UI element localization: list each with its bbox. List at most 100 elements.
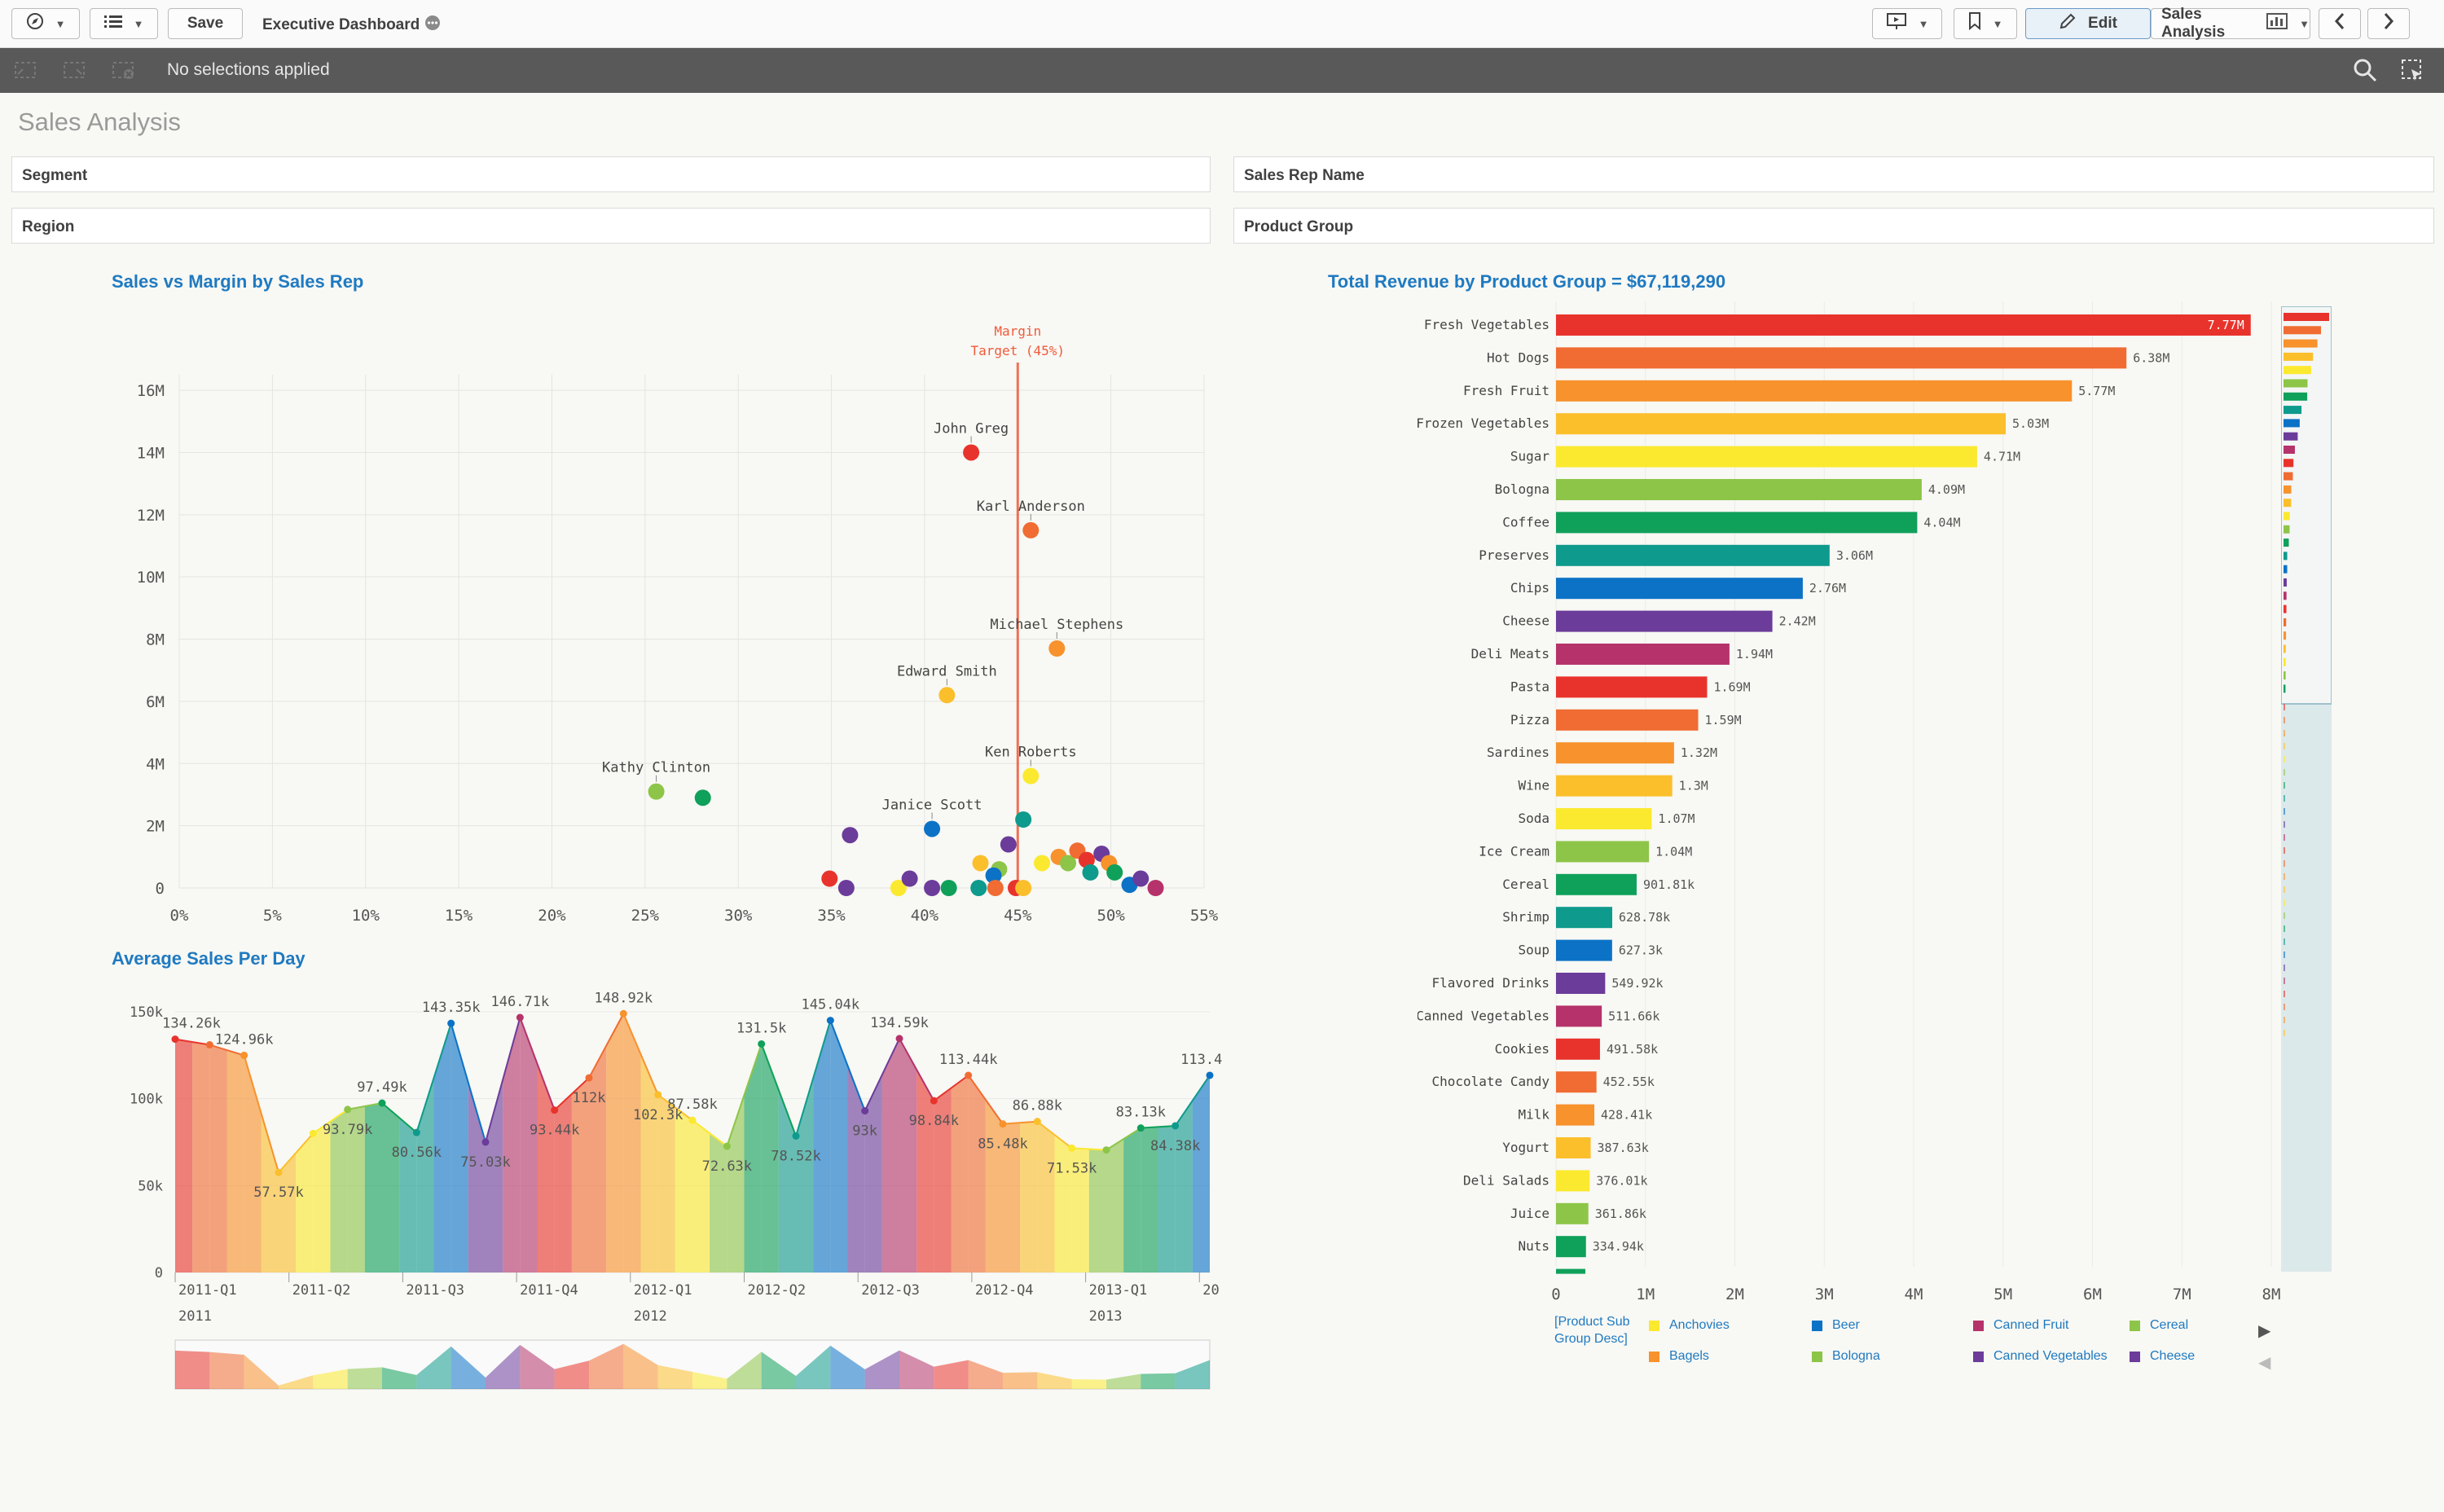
legend-item[interactable]: Cheese: [2130, 1349, 2195, 1364]
sheet-selector-label: Sales Analysis: [2161, 6, 2226, 41]
area-segment: [985, 1099, 1003, 1272]
area-segment: [192, 1042, 210, 1272]
legend-item[interactable]: Bologna: [1812, 1349, 1880, 1364]
scrollbar-bar: [2284, 671, 2286, 680]
bar-value-label: 549.92k: [1611, 976, 1663, 991]
filter-region[interactable]: Region: [11, 208, 1211, 244]
area-point: [1068, 1144, 1076, 1152]
area-segment: [244, 1055, 262, 1272]
navigation-menu-button[interactable]: ▼: [11, 8, 80, 39]
legend-item[interactable]: Canned Fruit: [1973, 1318, 2069, 1333]
area-value-label: 57.57k: [253, 1185, 303, 1201]
filter-segment[interactable]: Segment: [11, 156, 1211, 192]
area-segment: [847, 1066, 865, 1272]
area-segment: [968, 1075, 986, 1272]
filter-product-group[interactable]: Product Group: [1233, 208, 2434, 244]
bar: [1556, 479, 1922, 500]
area-segment: [813, 1020, 831, 1272]
bar-partial: [1556, 1268, 1585, 1274]
area-line-segment: [450, 1022, 486, 1143]
area-mini-segment: [313, 1369, 348, 1389]
legend-item[interactable]: Anchovies: [1649, 1318, 1730, 1333]
area-value-label: 145.04k: [802, 997, 860, 1013]
legend-item[interactable]: Cereal: [2130, 1318, 2188, 1333]
area-point: [861, 1107, 869, 1115]
area-line-segment: [278, 1132, 314, 1173]
lasso-select-icon[interactable]: [2400, 58, 2424, 82]
legend-item[interactable]: Beer: [1812, 1318, 1860, 1333]
legend-item[interactable]: Canned Vegetables: [1973, 1349, 2108, 1364]
edit-label: Edit: [2088, 15, 2117, 32]
scrollbar-bar: [2284, 472, 2293, 481]
filter-sales-rep-name[interactable]: Sales Rep Name: [1233, 156, 2434, 192]
area-line-segment: [622, 1013, 659, 1096]
area-mini-segment: [520, 1344, 555, 1389]
area-value-label: 146.71k: [491, 994, 550, 1010]
area-line-segment: [1036, 1120, 1073, 1149]
bookmarks-button[interactable]: ▼: [1954, 8, 2017, 39]
scatter-point: [1147, 880, 1164, 896]
legend-swatch: [1812, 1351, 1822, 1362]
area-segment: [520, 1018, 538, 1272]
area-value-label: 124.96k: [215, 1031, 274, 1048]
margin-target-label: Target (45%): [970, 343, 1065, 358]
area-point: [654, 1091, 662, 1099]
scatter-x-tick: 25%: [631, 907, 660, 925]
area-mini-segment: [209, 1352, 244, 1389]
area-year-label: 2013: [1089, 1308, 1123, 1325]
bar-value-label: 628.78k: [1619, 910, 1670, 925]
bar-value-label: 1.94M: [1736, 647, 1773, 662]
more-options-icon[interactable]: [424, 15, 441, 36]
previous-sheet-button[interactable]: [2319, 8, 2361, 39]
area-line-segment: [485, 1017, 521, 1143]
area-segment: [1192, 1075, 1210, 1272]
legend-next-icon[interactable]: ▶: [2258, 1322, 2271, 1340]
area-point: [758, 1040, 766, 1048]
scrollbar-bar: [2284, 552, 2288, 560]
area-point: [240, 1051, 248, 1059]
margin-target-label: Margin: [994, 323, 1041, 339]
assets-menu-button[interactable]: ▼: [90, 8, 158, 39]
bar-value-label: 4.09M: [1928, 482, 1965, 497]
bar-category-label: Bologna: [1495, 481, 1549, 497]
scrollbar-bar: [2284, 899, 2285, 906]
next-sheet-button[interactable]: [2367, 8, 2410, 39]
area-line-segment: [519, 1017, 556, 1111]
bar-category-label: Cookies: [1495, 1041, 1549, 1057]
scatter-point: [1015, 880, 1032, 896]
scrollbar-bar: [2284, 644, 2286, 653]
area-point: [412, 1128, 420, 1136]
bar: [1556, 1170, 1590, 1192]
legend-item[interactable]: Bagels: [1649, 1349, 1709, 1364]
area-x-tick: 2013-Q1: [1089, 1282, 1148, 1299]
scatter-chart[interactable]: 0% 5% 10% 15% 20% 25% 30% 35% 40% 45% 50% 55% 0 2M 4M 6…: [106, 318, 1222, 937]
step-back-icon[interactable]: [13, 58, 37, 82]
edit-button[interactable]: Edit: [2025, 8, 2151, 39]
area-x-tick: 2012-Q4: [975, 1282, 1034, 1299]
sheet-selector-button[interactable]: Sales Analysis ▼: [2151, 6, 2310, 41]
area-y-tick: 50k: [138, 1178, 163, 1194]
scatter-x-tick: 20%: [538, 907, 566, 925]
bar: [1556, 676, 1708, 698]
bar-chart[interactable]: 0 1M 2M 3M 4M 5M 6M 7M 8M Fresh Vegetables 7.77M Ho…: [1418, 301, 2338, 1312]
scatter-point: [842, 827, 859, 844]
bar-chart-scrollbar[interactable]: [2281, 306, 2332, 1272]
clear-selections-icon[interactable]: [111, 58, 135, 82]
scrollbar-bar: [2284, 860, 2285, 867]
area-x-tick: 2011-Q2: [292, 1282, 351, 1299]
scatter-x-tick: 10%: [352, 907, 380, 925]
present-button[interactable]: ▼: [1872, 8, 1942, 39]
bar: [1556, 1038, 1600, 1060]
search-icon[interactable]: [2353, 58, 2377, 82]
scrollbar-bar: [2284, 873, 2285, 880]
legend-label: Bologna: [1832, 1349, 1880, 1363]
bar-value-label: 361.86k: [1595, 1207, 1646, 1221]
step-forward-icon[interactable]: [62, 58, 86, 82]
scatter-point-label: Janice Scott: [882, 797, 982, 813]
area-value-label: 131.5k: [736, 1020, 786, 1036]
save-button[interactable]: Save: [168, 8, 243, 39]
area-point: [1136, 1124, 1145, 1132]
bar-x-tick: 5M: [1993, 1286, 2012, 1303]
scatter-y-tick: 6M: [146, 693, 165, 711]
